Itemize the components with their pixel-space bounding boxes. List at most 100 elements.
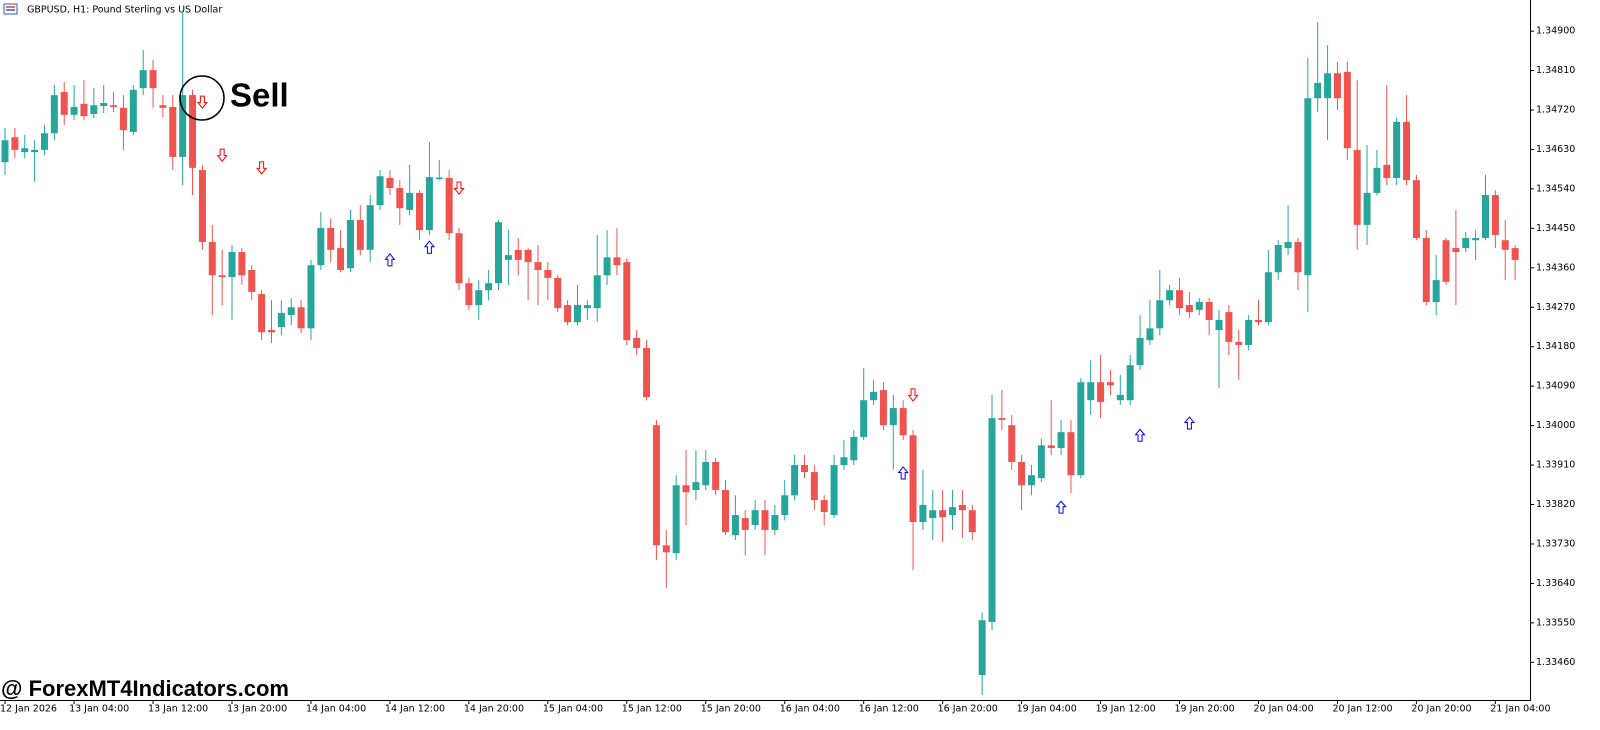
candle-body [672,485,680,554]
y-tick-label: 1.34720 [1536,105,1575,116]
y-tick-label: 1.33640 [1536,578,1575,589]
x-tick-label: 19 Jan 04:00 [1017,704,1077,715]
candle-body [1245,319,1253,345]
candle-body [179,95,187,157]
candle-body [978,620,986,676]
candle-body [1185,305,1193,313]
y-tick-label: 1.33550 [1536,617,1575,628]
x-tick-label: 16 Jan 20:00 [938,704,998,715]
candle-body [1166,290,1174,301]
candle-body [633,337,641,349]
axes: 1.34900 1.34810 1.34720 1.34630 1.34540 1.344… [0,26,1575,715]
x-tick-label: 14 Jan 12:00 [385,704,445,715]
candle-body [1472,238,1480,241]
candle-body [475,290,483,306]
candle-body [712,461,720,491]
x-tick-label: 16 Jan 04:00 [780,704,840,715]
watermark: @ ForexMT4Indicators.com [1,676,289,701]
candle-body [643,348,651,398]
y-tick-label: 1.34180 [1536,341,1575,352]
y-tick-label: 1.34900 [1536,26,1575,37]
candle-body [1403,121,1411,181]
candle-body [771,515,779,530]
candle-body [80,103,88,117]
candle-body [70,106,78,115]
candle-body [1452,248,1460,253]
candle-body [1501,240,1509,250]
candle-body [1116,394,1124,401]
candle-body [939,510,947,518]
candle-body [1215,319,1223,331]
candle-body [307,265,315,329]
candle-body [1442,240,1450,282]
y-tick-label: 1.33820 [1536,499,1575,510]
x-tick-label: 14 Jan 04:00 [306,704,366,715]
candle-body [1511,248,1519,260]
candle-body [820,500,828,512]
candle-body [100,103,108,107]
candle-body [1373,167,1381,193]
candle-body [593,275,601,309]
candle-body [495,222,502,284]
x-tick-label: 20 Jan 04:00 [1253,704,1313,715]
candle-body [445,177,453,234]
candle-body [1195,302,1203,310]
y-tick-label: 1.34000 [1536,420,1575,431]
candle-body [1235,341,1243,345]
candle-body [949,507,957,516]
candle-body [110,105,118,107]
candle-body [396,188,404,209]
candle-body [346,220,354,269]
candle-body [889,408,897,426]
candle-body [1274,245,1282,273]
candle-body [1422,238,1430,303]
y-tick-label: 1.34540 [1536,183,1575,194]
candle-body [1087,382,1095,401]
chart-title: GBPUSD, H1: Pound Sterling vs US Dollar [27,5,222,16]
candle-body [731,515,739,536]
candle-body [968,510,976,533]
buy-arrow [897,466,909,480]
candle-body [870,391,878,401]
candle-body [702,461,710,486]
candle-body [425,177,433,231]
candle-body [297,307,305,329]
candle-body [1304,98,1312,276]
x-tick-label: 14 Jan 20:00 [464,704,524,715]
candles [1,10,1519,696]
y-tick-label: 1.34090 [1536,381,1575,392]
candle-body [1136,337,1144,366]
candle-body [958,504,966,511]
candle-body [386,177,394,189]
candle-body [139,70,147,89]
buy-arrow [384,253,396,267]
y-tick-label: 1.34270 [1536,302,1575,313]
candle-body [919,504,927,523]
signals [196,95,1195,514]
candle-body [692,482,700,491]
candle-body [1462,238,1470,249]
candle-body [208,241,216,276]
candle-body [485,283,493,291]
y-tick-label: 1.33730 [1536,538,1575,549]
x-tick-label: 13 Jan 12:00 [148,704,208,715]
candle-body [998,418,1006,420]
candle-body [929,510,937,519]
candle-body [1097,382,1105,402]
x-tick-label: 19 Jan 12:00 [1096,704,1156,715]
candle-body [189,95,197,168]
candle-body [652,425,660,546]
candle-body [159,105,167,108]
x-tick-label: 20 Jan 12:00 [1332,704,1392,715]
candle-body [751,510,759,526]
candle-body [741,518,749,530]
candle-body [31,149,39,153]
candle-body [613,257,621,266]
candle-body [1106,382,1114,386]
x-tick-label: 12 Jan 2026 [0,704,57,715]
symbol-icon [3,3,18,15]
candle-body [1205,302,1213,320]
candle-body [1057,432,1065,448]
candle-body [564,305,572,323]
